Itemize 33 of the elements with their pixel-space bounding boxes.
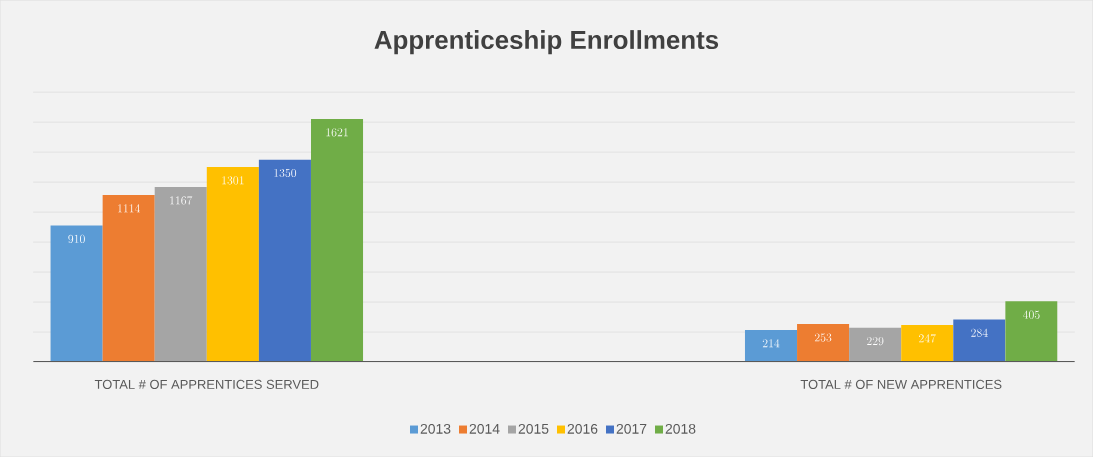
data-label: 910 xyxy=(68,234,85,243)
data-label: 229 xyxy=(866,336,884,346)
legend-label: 2018 xyxy=(665,423,696,434)
bar xyxy=(953,319,1006,362)
bar xyxy=(744,329,798,362)
x-tick-label: TOTAL # OF APPRENTICES SERVED xyxy=(94,379,319,389)
bar xyxy=(849,327,902,362)
data-label: 1350 xyxy=(274,168,297,177)
data-label: 1167 xyxy=(170,196,193,205)
data-label: 1301 xyxy=(222,176,244,185)
legend-label: 2013 xyxy=(420,423,451,434)
data-label: 1114 xyxy=(118,204,141,213)
bar xyxy=(50,225,103,362)
data-label: 214 xyxy=(762,339,780,348)
bar xyxy=(206,166,259,362)
bar xyxy=(102,194,155,362)
bar xyxy=(797,324,850,362)
legend-label: 2014 xyxy=(469,423,500,434)
bar xyxy=(1005,301,1058,362)
bar xyxy=(258,159,311,362)
bar xyxy=(310,118,364,362)
chart-title: Apprenticeship Enrollments xyxy=(374,30,719,55)
legend-label: 2015 xyxy=(518,423,549,434)
bar xyxy=(154,186,207,362)
data-label: 253 xyxy=(814,333,832,342)
data-label: 405 xyxy=(1022,310,1040,319)
data-label: 284 xyxy=(971,328,988,337)
data-label: 247 xyxy=(919,334,936,343)
legend-label: 2017 xyxy=(616,423,647,434)
data-label: 1621 xyxy=(326,128,348,137)
x-tick-label: TOTAL # OF NEW APPRENTICES xyxy=(800,379,1002,389)
legend-label: 2016 xyxy=(567,423,598,434)
bar xyxy=(901,324,954,362)
